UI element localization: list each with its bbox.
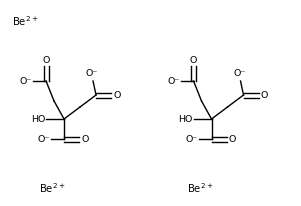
Text: O⁻: O⁻ (38, 135, 50, 144)
Text: O: O (113, 91, 120, 100)
Text: Be$^{2+}$: Be$^{2+}$ (39, 181, 66, 194)
Text: HO: HO (31, 115, 45, 124)
Text: O⁻: O⁻ (167, 77, 179, 86)
Text: O⁻: O⁻ (20, 77, 32, 86)
Text: Be$^{2+}$: Be$^{2+}$ (12, 14, 39, 27)
Text: O: O (81, 135, 88, 144)
Text: Be$^{2+}$: Be$^{2+}$ (187, 181, 213, 194)
Text: O⁻: O⁻ (86, 69, 98, 78)
Text: O: O (42, 56, 50, 65)
Text: HO: HO (178, 115, 193, 124)
Text: O⁻: O⁻ (185, 135, 197, 144)
Text: O⁻: O⁻ (233, 69, 246, 78)
Text: O: O (228, 135, 236, 144)
Text: O: O (261, 91, 268, 100)
Text: O: O (190, 56, 197, 65)
